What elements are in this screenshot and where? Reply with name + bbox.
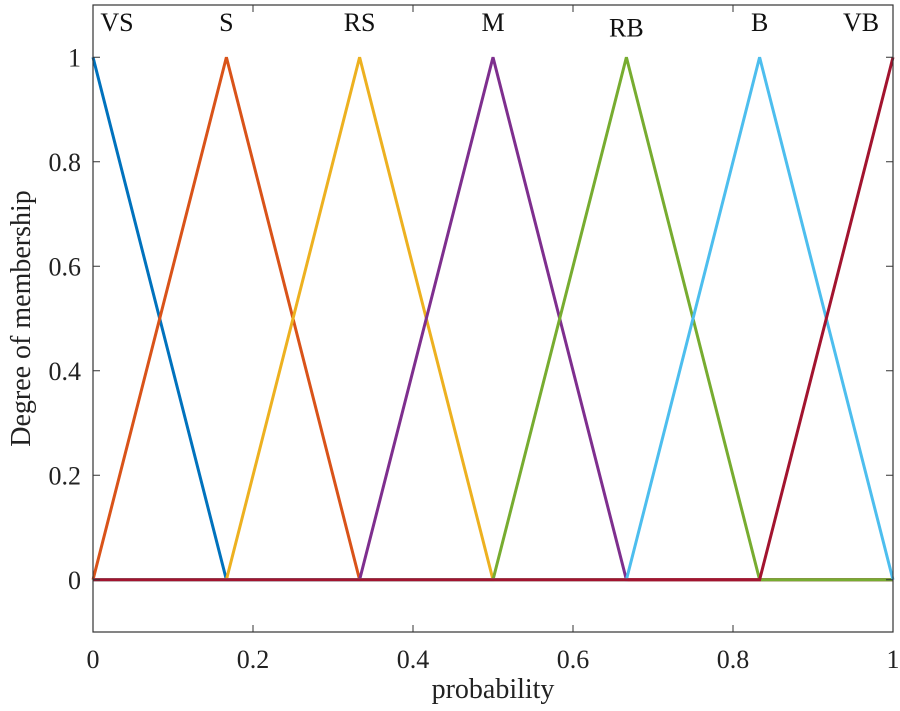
series-line-rb: [93, 56, 893, 582]
mf-label-rs: RS: [344, 8, 376, 37]
mf-label-vb: VB: [843, 8, 879, 37]
series-line-vb: [93, 56, 895, 582]
x-tick-label: 1: [887, 645, 900, 674]
plot-frame: [92, 4, 894, 633]
y-axis-title: Degree of membership: [6, 190, 37, 447]
series-line-b: [93, 56, 895, 582]
series-line-rs: [93, 56, 893, 582]
mf-label-rb: RB: [609, 13, 644, 42]
y-tick-label: 0: [68, 566, 81, 595]
series-layer: [91, 56, 895, 582]
annotation-layer: VS S RS M RB B VB: [100, 8, 879, 42]
x-axis-title: probability: [432, 674, 555, 705]
mf-label-m: M: [481, 8, 504, 37]
y-tick-label: 0.4: [49, 357, 82, 386]
y-tick-label: 0.8: [49, 148, 82, 177]
mf-label-s: S: [219, 8, 233, 37]
series-line-m: [93, 56, 893, 582]
x-tick-label: 0.6: [557, 645, 590, 674]
series-line-s: [91, 56, 893, 582]
y-tick-label: 0.6: [49, 252, 82, 281]
x-tick-label: 0: [87, 645, 100, 674]
x-tick-label: 0.8: [717, 645, 750, 674]
y-tick-label: 0.2: [49, 461, 82, 490]
ticks-layer: 0 0.2 0.4 0.6 0.8 1 0 0.2 0.4 0.6 0.8 1: [49, 5, 900, 674]
mf-label-vs: VS: [100, 8, 133, 37]
x-tick-label: 0.4: [397, 645, 430, 674]
series-line-vs: [91, 56, 893, 582]
x-tick-label: 0.2: [237, 645, 270, 674]
mf-label-b: B: [751, 8, 768, 37]
y-tick-label: 1: [68, 43, 81, 72]
